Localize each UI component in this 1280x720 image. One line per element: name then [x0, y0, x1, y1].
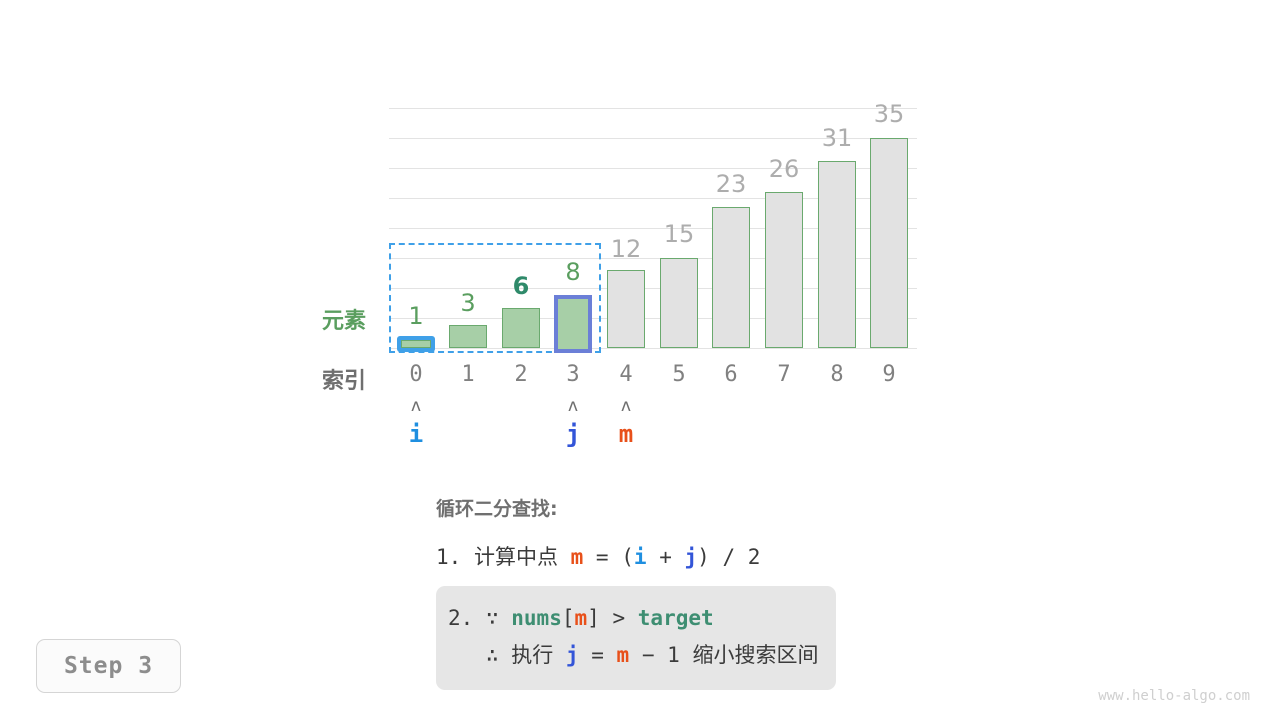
gridline	[389, 318, 917, 319]
index-label-1: 1	[461, 362, 475, 387]
index-label-9: 9	[882, 362, 896, 387]
step1-paren-open: (	[621, 545, 634, 569]
search-range-box	[389, 243, 601, 353]
step2-because-symbol: ∵	[485, 606, 499, 630]
step2-equals: =	[591, 642, 604, 667]
watermark: www.hello-algo.com	[1098, 688, 1250, 704]
step2-token-m2: m	[616, 642, 630, 667]
step2-nums: nums	[511, 606, 562, 630]
index-label-8: 8	[830, 362, 844, 387]
pointer-label-j: j	[565, 420, 581, 448]
value-label-index-6: 23	[715, 170, 747, 198]
axis-label-index: 索引	[322, 369, 367, 394]
bar-index-6	[712, 207, 750, 348]
gridline	[389, 228, 917, 229]
step1-equals: =	[595, 545, 609, 569]
pointer-caret-m: ʌ	[620, 396, 632, 416]
step2-one: 1	[667, 642, 680, 667]
caption-step-1: 1. 计算中点 m = (i + j) / 2	[436, 547, 976, 568]
step1-divide: /	[722, 545, 736, 569]
step1-token-i: i	[633, 545, 647, 569]
step2-bracket-close: ]	[587, 606, 600, 630]
gridline	[389, 138, 917, 139]
step-badge: Step 3	[36, 639, 181, 693]
caption-step-2-line-1: 2. ∵ nums[m] > target	[448, 600, 818, 637]
caption-step-2-box: 2. ∵ nums[m] > target ∴ 执行 j = m − 1 缩小搜…	[436, 586, 837, 690]
index-label-5: 5	[672, 362, 686, 387]
bar-index-5	[660, 258, 698, 348]
step2-therefore-symbol: ∴	[485, 642, 499, 667]
axis-label-element: 元素	[322, 309, 367, 334]
gridline	[389, 288, 917, 289]
caption-block: 循环二分查找: 1. 计算中点 m = (i + j) / 2 2. ∵ num…	[436, 494, 976, 690]
gridline	[389, 348, 917, 349]
step1-plus: +	[659, 545, 672, 569]
step1-paren-close: )	[697, 545, 710, 569]
value-label-index-5: 15	[663, 220, 695, 248]
pointer-label-m: m	[618, 420, 634, 448]
index-label-6: 6	[724, 362, 738, 387]
step2-exec: 执行	[511, 642, 554, 667]
value-label-index-8: 31	[821, 124, 853, 152]
step1-text: 计算中点	[473, 545, 558, 569]
index-label-7: 7	[777, 362, 791, 387]
step2-greater-than: >	[612, 606, 626, 630]
bar-index-2	[502, 308, 540, 348]
gridline	[389, 108, 917, 109]
pointer-caret-i: ʌ	[410, 396, 422, 416]
index-label-3: 3	[566, 362, 580, 387]
value-label-index-3: 8	[565, 258, 581, 286]
step1-token-j: j	[684, 545, 698, 569]
step2-bracket-open: [	[561, 606, 575, 630]
value-label-index-2: 6	[512, 272, 530, 300]
gridline	[389, 168, 917, 169]
index-label-4: 4	[619, 362, 633, 387]
bar-index-8	[818, 161, 856, 348]
index-label-0: 0	[409, 362, 423, 387]
bar-index-4	[607, 270, 645, 348]
bar-highlight-index-0	[397, 336, 435, 352]
step1-two: 2	[747, 545, 761, 569]
step1-token-m: m	[570, 545, 584, 569]
step2-token-j: j	[565, 642, 579, 667]
step2-number: 2.	[448, 606, 474, 630]
step2-token-m: m	[574, 606, 588, 630]
value-label-index-1: 3	[460, 289, 476, 317]
step2-tail: 缩小搜索区间	[692, 642, 819, 667]
bar-index-0	[401, 340, 431, 348]
value-label-index-0: 1	[408, 302, 424, 330]
index-label-2: 2	[514, 362, 528, 387]
value-label-index-4: 12	[610, 235, 642, 263]
binary-search-chart: 元素 索引 1 3 6 8 12 15 23 26 31 35 0 1 2 3 …	[322, 100, 917, 448]
gridline	[389, 258, 917, 259]
caption-title: 循环二分查找:	[436, 498, 558, 520]
step1-number: 1.	[436, 545, 462, 569]
value-label-index-9: 35	[873, 100, 905, 128]
caption-step-2-line-2: ∴ 执行 j = m − 1 缩小搜索区间	[448, 637, 819, 674]
gridline	[389, 198, 917, 199]
pointer-label-i: i	[408, 420, 424, 448]
step2-minus: −	[641, 642, 655, 667]
bar-index-3	[554, 295, 592, 353]
bar-index-9	[870, 138, 908, 348]
bar-index-1	[449, 325, 487, 348]
value-label-index-7: 26	[768, 155, 800, 183]
pointer-caret-j: ʌ	[567, 396, 579, 416]
step2-target: target	[637, 606, 714, 630]
bar-index-7	[765, 192, 803, 348]
